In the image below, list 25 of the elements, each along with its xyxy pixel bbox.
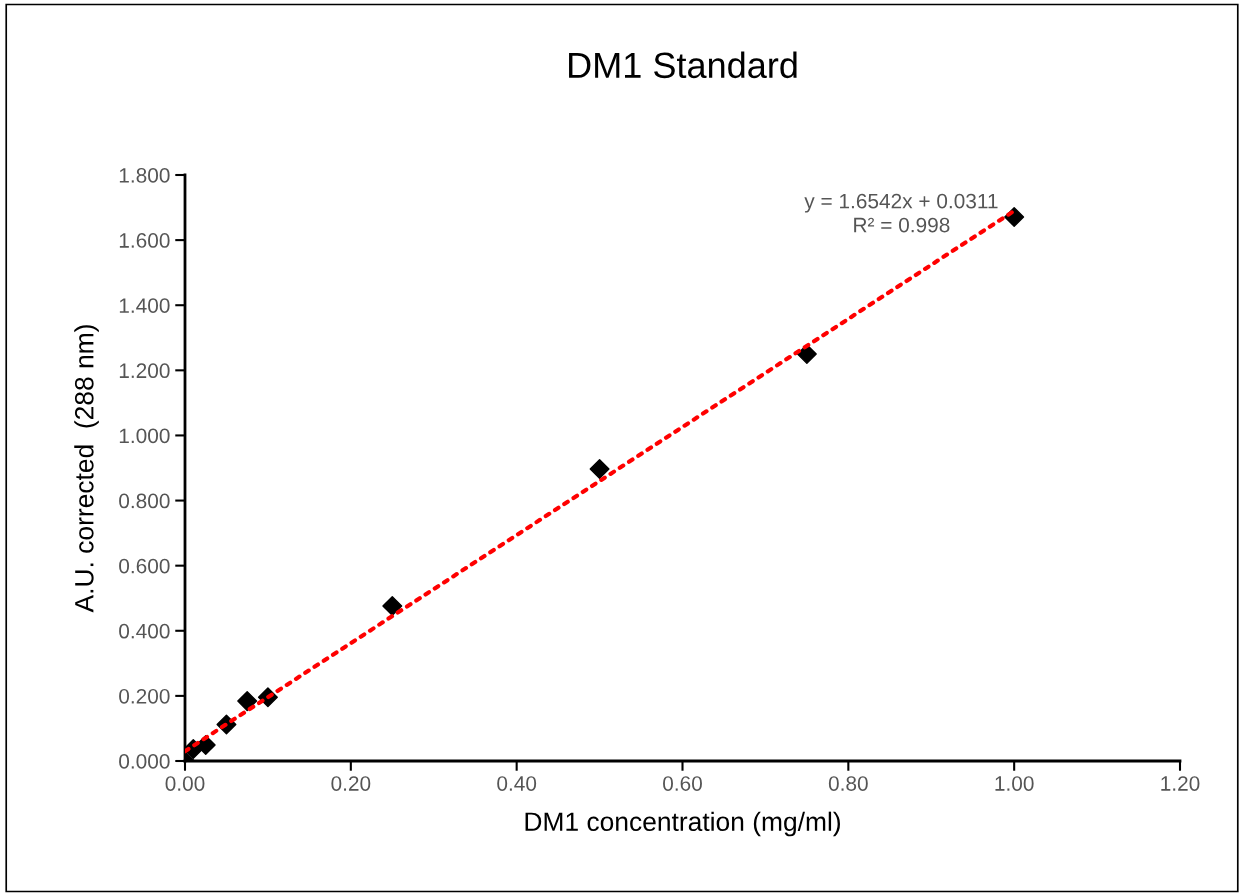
y-tick-label: 1.200 xyxy=(119,363,170,379)
x-tick-label: 0.00 xyxy=(165,776,205,791)
y-tick-label: 0.800 xyxy=(119,493,170,509)
y-tick-label: 0.600 xyxy=(119,558,170,574)
x-tick-label: 1.00 xyxy=(995,776,1034,791)
y-tick-label: 1.000 xyxy=(119,428,170,444)
annotation: y = 1.6542x + 0.0311 R² = 0.998 xyxy=(804,193,998,233)
x-tick-label: 0.20 xyxy=(331,776,371,791)
point xyxy=(589,458,610,479)
y-tick-label: 0.200 xyxy=(119,688,170,704)
y-tick-label: 1.800 xyxy=(119,168,170,183)
point xyxy=(796,344,817,365)
point xyxy=(237,691,258,712)
x-tick-label: 1.20 xyxy=(1161,776,1200,791)
x-tick-label: 0.60 xyxy=(663,776,702,791)
x-axis-title: DM1 concentration (mg/ml) xyxy=(525,811,840,837)
x-tick-label: 0.40 xyxy=(497,776,537,791)
y-tick-label: 1.400 xyxy=(119,298,170,313)
y-tick-label: 1.600 xyxy=(119,233,170,248)
point xyxy=(382,596,403,617)
chart-title: DM1 Standard xyxy=(569,51,797,79)
x-tick-label: 0.80 xyxy=(828,776,868,791)
y-tick-label: 0.000 xyxy=(119,754,170,769)
y-axis-title: A.U. corrected (288 nm) xyxy=(74,325,99,613)
y-tick-label: 0.400 xyxy=(119,623,170,639)
